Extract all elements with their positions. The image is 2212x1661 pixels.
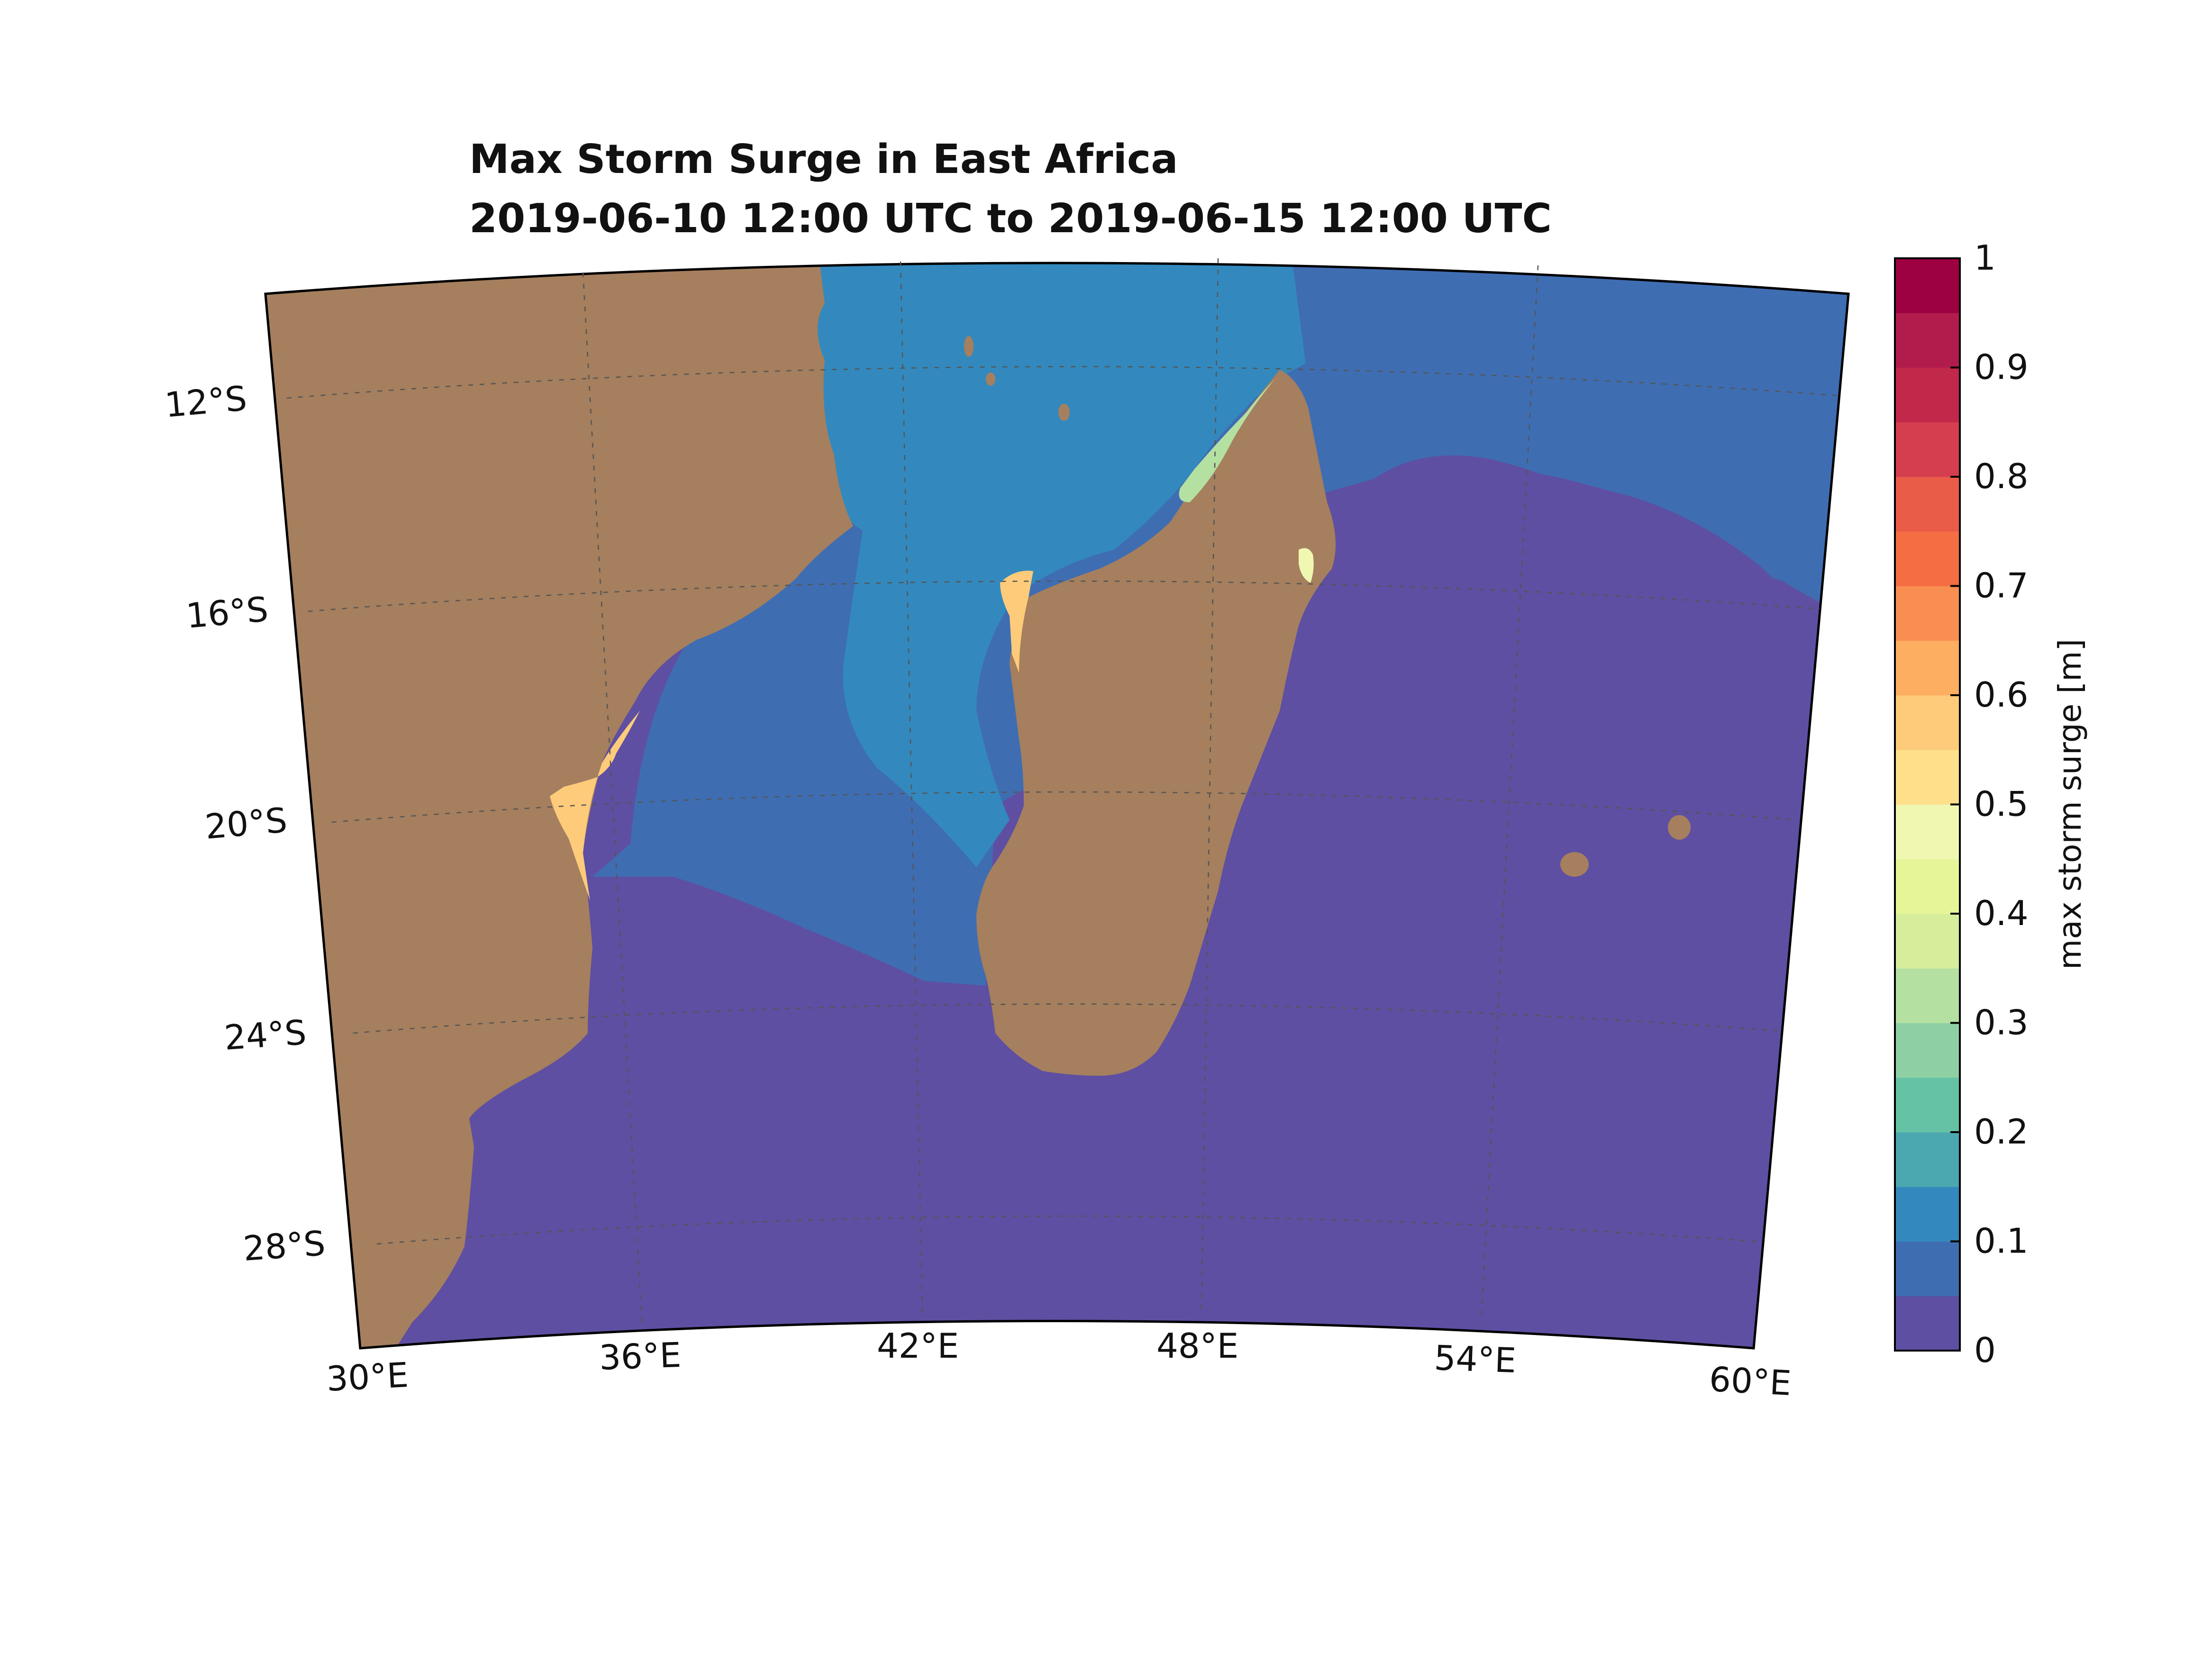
lon-tick-36: 36°E [599,1335,682,1378]
lat-tick-12s: 12°S [163,378,248,425]
colorbar-swatch [1895,695,1960,750]
colorbar-swatch [1895,1132,1960,1187]
colorbar-tick-label: 0.2 [1974,1112,2029,1152]
gridlines [286,258,1839,1330]
surge-field-nw-madagascar-coast [1179,379,1275,502]
colorbar-swatch [1895,1187,1960,1242]
colorbar-tick-label: 0.6 [1974,675,2029,715]
lon-tick-48: 48°E [1156,1326,1238,1366]
colorbar-swatch [1895,422,1960,477]
colorbar-swatch [1895,640,1960,696]
island-comoros-2 [986,372,995,386]
island-reunion [1560,852,1589,877]
colorbar-swatch [1895,531,1960,586]
colorbar-tick-label: 0 [1974,1330,1996,1370]
surge-field-ne-madagascar-coast [1299,548,1314,583]
colorbar: 0 0.1 0.2 0.3 0.4 0.5 0.6 0.7 0.8 0.9 1 max storm … [1894,238,2088,1370]
map-frame [264,262,1850,1350]
lon-tick-60: 60°E [1708,1359,1792,1403]
colorbar-swatch [1895,804,1960,860]
colorbar-tick-label: 0.9 [1974,347,2029,387]
colorbar-tick-label: 0.5 [1974,784,2029,824]
lon-tick-30: 30°E [325,1355,409,1399]
colorbar-swatch [1895,367,1960,423]
colorbar-tick-label: 0.8 [1974,456,2029,496]
colorbar-swatch [1895,1241,1960,1297]
colorbar-ticks: 0 0.1 0.2 0.3 0.4 0.5 0.6 0.7 0.8 0.9 1 [1950,238,2029,1370]
island-mayotte [1058,404,1070,421]
colorbar-swatch [1895,750,1960,805]
colorbar-swatch [1895,586,1960,641]
surge-field-west-madagascar-peak [1000,571,1033,673]
colorbar-swatch [1895,1023,1960,1078]
longitude-ticks: 30°E 36°E 42°E 48°E 54°E 60°E [325,1326,1792,1403]
surge-field-channel-north [782,263,1313,867]
colorbar-tick-label: 0.4 [1974,893,2029,933]
land-africa [265,263,853,1348]
colorbar-swatches [1895,258,1960,1351]
colorbar-tick-label: 0.7 [1974,566,2029,606]
latitude-ticks: 12°S 16°S 20°S 24°S 28°S [163,378,327,1269]
colorbar-tick-label: 0.1 [1974,1221,2029,1261]
surge-field-east-of-madagascar-north [1289,263,1848,597]
island-comoros-1 [964,336,974,357]
colorbar-swatch [1895,313,1960,368]
surge-field-sofala-coast-peak [550,711,640,900]
colorbar-swatch [1895,258,1960,313]
lat-tick-16s: 16°S [184,589,270,636]
colorbar-tick-label: 1 [1974,238,1996,278]
colorbar-swatch [1895,968,1960,1023]
island-mauritius [1668,815,1691,840]
colorbar-tick-label: 0.3 [1974,1003,2029,1043]
lat-tick-24s: 24°S [223,1012,308,1058]
colorbar-swatch [1895,1077,1960,1133]
lon-tick-42: 42°E [877,1326,959,1366]
land-madagascar [976,370,1336,1076]
colorbar-label: max storm surge [m] [2052,639,2088,970]
title-line-1: Max Storm Surge in East Africa [469,136,1178,183]
lat-tick-20s: 20°S [203,800,289,847]
colorbar-swatch [1895,477,1960,532]
title-line-2: 2019-06-10 12:00 UTC to 2019-06-15 12:00… [469,195,1552,242]
colorbar-swatch [1895,859,1960,914]
map-panel: 30°E 36°E 42°E 48°E 54°E 60°E 12°S 16°S … [163,258,1850,1403]
lon-tick-54: 54°E [1433,1338,1517,1380]
colorbar-swatch [1895,1296,1960,1351]
colorbar-swatch [1895,914,1960,969]
lat-tick-28s: 28°S [242,1223,327,1269]
